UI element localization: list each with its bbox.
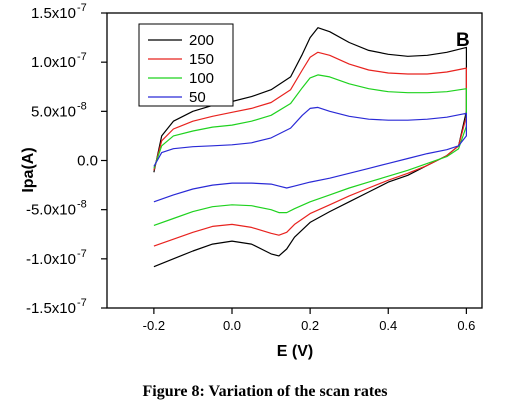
y-axis-ticks: -1.5x10 -7-1.0x10 -7-5.0x10 -80.05.0x10 -81.… [26, 2, 107, 317]
x-tick-label: 0.6 [457, 318, 475, 333]
x-axis-title: E (V) [277, 343, 313, 360]
series-line-50 [153, 106, 467, 203]
y-tick-label: 0.0 [77, 153, 98, 170]
x-axis-ticks: -0.2 0.0 0.2 0.4 0.6 [143, 308, 475, 333]
y-tick-label: -1.5x10 [26, 300, 76, 317]
plot-curves [153, 27, 467, 268]
y-tick-exponent: -8 [77, 100, 87, 112]
y-tick-label: -5.0x10 [26, 202, 76, 219]
y-tick-label: 1.0x10 [31, 54, 76, 71]
y-tick-exponent: -8 [77, 199, 87, 211]
legend: 200 150 100 50 [138, 23, 234, 107]
plot-frame [106, 12, 483, 309]
y-tick-exponent: -7 [77, 51, 87, 63]
y-tick-label: 5.0x10 [31, 103, 76, 120]
y-tick-exponent: -7 [77, 297, 87, 309]
x-tick-label: -0.2 [143, 318, 165, 333]
legend-label-200: 200 [189, 32, 214, 49]
x-tick-label: 0.0 [223, 318, 241, 333]
series-line-100 [153, 74, 467, 226]
legend-label-100: 100 [189, 70, 214, 87]
y-tick-label: -1.0x10 [26, 251, 76, 268]
x-tick-label: 0.4 [379, 318, 397, 333]
legend-label-50: 50 [189, 89, 206, 106]
y-tick-exponent: -7 [77, 248, 87, 260]
figure-caption: Figure 8: Variation of the scan rates [142, 383, 388, 400]
y-tick-label: 1.5x10 [31, 5, 76, 22]
y-axis-title: Ipa(A) [20, 147, 37, 192]
legend-label-150: 150 [189, 51, 214, 68]
x-tick-label: 0.2 [301, 318, 319, 333]
panel-label: B [456, 30, 470, 51]
y-tick-exponent: -7 [77, 2, 87, 14]
legend-box [138, 23, 234, 107]
